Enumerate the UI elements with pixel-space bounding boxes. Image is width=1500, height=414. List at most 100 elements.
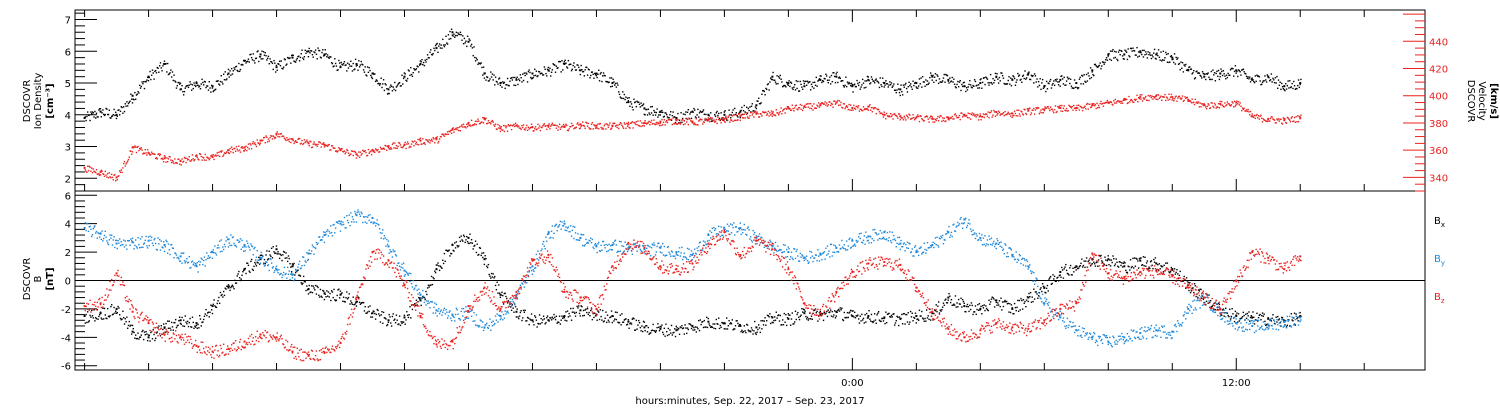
velocity-point-sample: [1052, 109, 1053, 110]
velocity-point-sample: [948, 119, 949, 120]
bx-point-sample: [308, 293, 309, 294]
velocity-point-sample: [1284, 118, 1285, 119]
bx-point-sample: [448, 249, 449, 250]
density-point-sample: [253, 53, 254, 54]
bx-point-sample: [672, 334, 673, 335]
density-point-sample: [209, 87, 210, 88]
bx-point-sample: [528, 324, 529, 325]
velocity-point-sample: [584, 128, 585, 129]
velocity-point-sample: [185, 162, 186, 163]
bx-point-sample: [736, 320, 737, 321]
bx-point-sample: [480, 248, 481, 249]
bx-point-sample: [1060, 274, 1061, 275]
velocity-point-sample: [932, 116, 933, 117]
density-point-sample: [1294, 85, 1295, 86]
bx-point-sample: [500, 297, 501, 298]
bx-point-sample: [886, 322, 887, 323]
velocity-point-sample: [1234, 101, 1235, 102]
density-point-sample: [1276, 76, 1277, 77]
density-point-sample: [286, 63, 287, 64]
velocity-point-sample: [279, 136, 280, 137]
density-point-sample: [114, 115, 115, 116]
by-point: [148, 240, 150, 242]
density-point-sample: [339, 62, 340, 63]
bx-point-sample: [104, 308, 105, 309]
bx-point-sample: [1111, 262, 1112, 263]
density-point-sample: [975, 81, 976, 82]
density-point-sample: [1247, 76, 1248, 77]
velocity-point-sample: [341, 148, 342, 149]
density-point-sample: [1182, 62, 1183, 63]
bx-point-sample: [342, 301, 343, 302]
velocity-point-sample: [650, 122, 651, 123]
bx-point-sample: [990, 301, 991, 302]
bx-point-sample: [1259, 314, 1260, 315]
velocity-point-sample: [350, 153, 351, 154]
velocity-point-sample: [255, 144, 256, 145]
bx-point-sample: [635, 329, 636, 330]
velocity-point-sample: [111, 174, 112, 175]
density-point-sample: [319, 50, 320, 51]
density-point-sample: [827, 80, 828, 81]
bx-point-sample: [955, 295, 956, 296]
bx-point-sample: [253, 266, 254, 267]
density-point-sample: [298, 55, 299, 56]
bx-point-sample: [779, 320, 780, 321]
density-point-sample: [648, 109, 649, 110]
bx-point-sample: [798, 317, 799, 318]
density-point-sample: [1220, 68, 1221, 69]
bx-point-sample: [852, 310, 853, 311]
bx-point-sample: [718, 318, 719, 319]
velocity-point-sample: [118, 175, 119, 176]
density-point-sample: [550, 75, 551, 76]
bx-point-sample: [830, 309, 831, 310]
velocity-point-sample: [105, 171, 106, 172]
density-point-sample: [151, 75, 152, 76]
bx-point-sample: [1232, 313, 1233, 314]
bx-point-sample: [753, 330, 754, 331]
density-point-sample: [1109, 59, 1110, 60]
bx-point-sample: [1063, 277, 1064, 278]
density-point-sample: [857, 83, 858, 84]
velocity-point-sample: [740, 120, 741, 121]
bx-point-sample: [417, 301, 418, 302]
bx-point-sample: [496, 289, 497, 290]
bx-point-sample: [756, 332, 757, 333]
density-point-sample: [290, 63, 291, 64]
velocity-point-sample: [408, 143, 409, 144]
bx-point-sample: [268, 258, 269, 259]
density-point-sample: [837, 82, 838, 83]
density-point-sample: [1145, 51, 1146, 52]
density-point-sample: [572, 65, 573, 66]
bx-point-sample: [984, 310, 985, 311]
bx-point-sample: [941, 309, 942, 310]
velocity-point-sample: [362, 150, 363, 151]
density-point-sample: [173, 74, 174, 75]
density-point-sample: [856, 80, 857, 81]
bx-point-sample: [981, 313, 982, 314]
density-point-sample: [349, 65, 350, 66]
velocity-point-sample: [1017, 115, 1018, 116]
density-point-sample: [1148, 54, 1149, 55]
velocity-point-sample: [1202, 103, 1203, 104]
bx-point-sample: [670, 332, 671, 333]
velocity-point-sample: [434, 142, 435, 143]
velocity-point-sample: [229, 148, 230, 149]
bx-point-sample: [1024, 301, 1025, 302]
velocity-point-sample: [399, 143, 400, 144]
density-point-sample: [488, 80, 489, 81]
velocity-point-sample: [1226, 104, 1227, 105]
density-point-sample: [1285, 83, 1286, 84]
density-point-sample: [633, 99, 634, 100]
velocity-point-sample: [571, 123, 572, 124]
density-point-sample: [251, 57, 252, 58]
velocity-point-sample: [683, 124, 684, 125]
velocity-point-sample: [165, 156, 166, 157]
ion-density-series: [84, 29, 1302, 125]
density-point-sample: [1003, 77, 1004, 78]
density-point-sample: [917, 87, 918, 88]
density-point-sample: [908, 82, 909, 83]
bx-point-sample: [522, 317, 523, 318]
velocity-point: [100, 171, 102, 173]
velocity-point-sample: [1184, 96, 1185, 97]
